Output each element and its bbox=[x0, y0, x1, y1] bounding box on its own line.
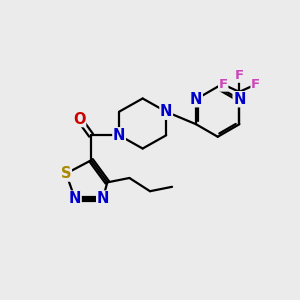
Text: F: F bbox=[251, 78, 260, 91]
Text: N: N bbox=[97, 191, 109, 206]
Text: O: O bbox=[73, 112, 86, 127]
Text: F: F bbox=[235, 69, 244, 82]
Text: N: N bbox=[113, 128, 125, 143]
Text: N: N bbox=[160, 104, 172, 119]
Text: N: N bbox=[69, 191, 81, 206]
Text: N: N bbox=[190, 92, 202, 107]
Text: F: F bbox=[219, 78, 228, 91]
Text: S: S bbox=[61, 166, 71, 181]
Text: N: N bbox=[233, 92, 246, 107]
